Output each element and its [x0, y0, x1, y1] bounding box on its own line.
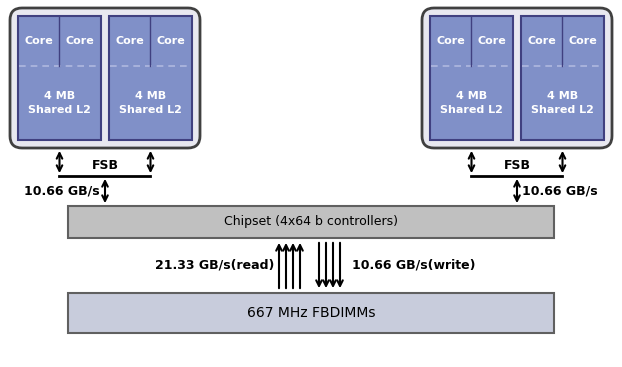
Text: 4 MB
Shared L2: 4 MB Shared L2 [28, 91, 91, 115]
Text: Core: Core [24, 36, 53, 46]
Text: Core: Core [157, 36, 185, 46]
FancyBboxPatch shape [10, 8, 200, 148]
Text: 10.66 GB/s(write): 10.66 GB/s(write) [352, 258, 475, 272]
Bar [109, 16, 192, 140]
Text: Core: Core [115, 36, 144, 46]
Text: Core: Core [437, 36, 465, 46]
Text: 4 MB
Shared L2: 4 MB Shared L2 [531, 91, 594, 115]
Text: 10.66 GB/s: 10.66 GB/s [24, 185, 100, 197]
Text: Chipset (4x64 b controllers): Chipset (4x64 b controllers) [224, 215, 398, 229]
Text: FSB: FSB [91, 159, 119, 172]
Text: 4 MB
Shared L2: 4 MB Shared L2 [119, 91, 182, 115]
Text: 4 MB
Shared L2: 4 MB Shared L2 [440, 91, 503, 115]
Text: 21.33 GB/s(read): 21.33 GB/s(read) [155, 258, 274, 272]
Bar [68, 293, 554, 333]
Text: Core: Core [569, 36, 598, 46]
Text: 667 MHz FBDIMMs: 667 MHz FBDIMMs [247, 306, 375, 320]
Bar [68, 206, 554, 238]
Text: Core: Core [478, 36, 507, 46]
Text: Core: Core [527, 36, 556, 46]
Bar [430, 16, 513, 140]
Bar [18, 16, 101, 140]
Text: FSB: FSB [503, 159, 531, 172]
Text: Core: Core [66, 36, 95, 46]
FancyBboxPatch shape [422, 8, 612, 148]
Text: 10.66 GB/s: 10.66 GB/s [522, 185, 598, 197]
Bar [521, 16, 604, 140]
